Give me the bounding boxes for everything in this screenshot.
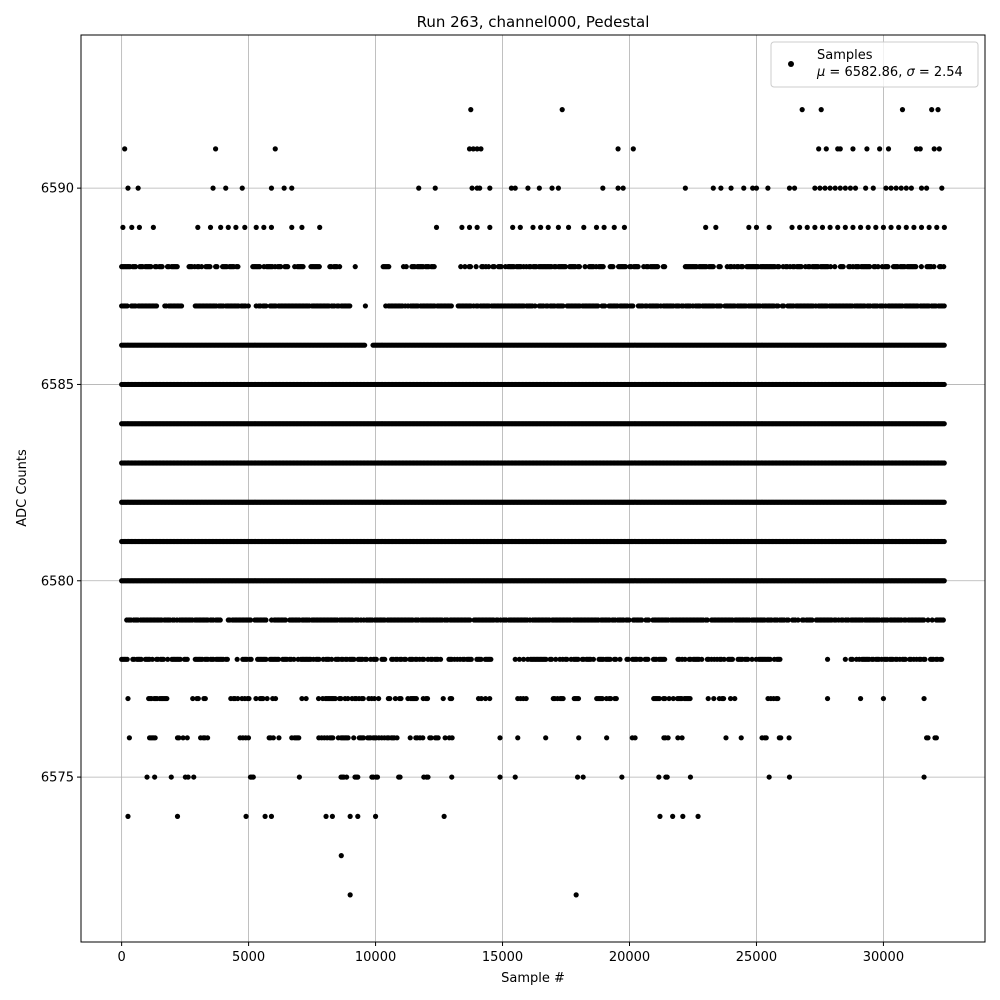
sample-point [941, 460, 947, 466]
sample-point [832, 264, 838, 270]
sample-point [630, 303, 636, 309]
sample-point [941, 421, 947, 427]
sample-point [941, 381, 947, 388]
sample-point [941, 578, 947, 584]
sample-point [153, 303, 160, 309]
sample-point [602, 303, 608, 309]
sample-point [635, 264, 641, 270]
sample-point [798, 264, 804, 270]
sample-point [124, 303, 130, 309]
sample-point [174, 264, 180, 270]
sample-point [576, 264, 583, 270]
sample-point [448, 303, 454, 309]
sample-point [622, 264, 629, 270]
sample-point [913, 264, 919, 270]
sample-point [462, 264, 468, 270]
sample-point [717, 264, 723, 270]
data-points [119, 107, 947, 898]
sample-point [178, 303, 185, 309]
sample-point [610, 264, 616, 270]
sample-point [300, 264, 306, 270]
sample-point [840, 264, 846, 270]
sample-point [245, 303, 251, 309]
sample-point [560, 303, 566, 309]
sample-point [207, 264, 213, 270]
sample-point [362, 303, 369, 309]
sample-point [257, 264, 263, 270]
sample-point [941, 303, 947, 309]
sample-point [467, 264, 474, 270]
sample-point [316, 264, 322, 270]
sample-point [775, 303, 781, 309]
sample-point [710, 264, 716, 270]
sample-point [941, 342, 947, 348]
sample-point [132, 264, 139, 270]
sample-point [458, 264, 464, 270]
sample-point [595, 303, 601, 309]
sample-point [941, 264, 947, 270]
sample-point [776, 264, 782, 270]
sample-point [148, 264, 154, 270]
sample-point [214, 264, 220, 270]
sample-point [278, 264, 284, 270]
sample-point [740, 264, 746, 270]
sample-point [263, 303, 269, 309]
sample-point [431, 264, 437, 270]
sample-point [352, 264, 358, 270]
sample-point [600, 264, 606, 270]
sample-point [941, 538, 947, 545]
sample-point [885, 264, 891, 270]
sample-point [386, 264, 392, 270]
sample-point [931, 264, 937, 270]
sample-point [337, 264, 343, 270]
sample-point [718, 303, 724, 309]
sample-point [473, 264, 479, 270]
sample-point [217, 617, 223, 623]
sample-point [491, 264, 497, 270]
sample-point [199, 264, 205, 270]
sample-point [486, 264, 492, 270]
sample-point [532, 303, 538, 309]
sample-point [781, 303, 787, 309]
sample-point [403, 264, 409, 270]
sample-point [562, 264, 569, 270]
sample-point [235, 264, 241, 270]
sample-point [662, 264, 668, 270]
sample-point [828, 264, 834, 270]
sample-point [347, 303, 353, 309]
sample-point [655, 264, 661, 270]
sample-point [362, 342, 368, 348]
sample-point [875, 264, 881, 270]
sample-point [285, 264, 291, 270]
sample-point [867, 264, 873, 270]
sample-point [918, 264, 924, 270]
sample-point [498, 264, 504, 270]
sample-point [159, 264, 165, 270]
sample-point [941, 499, 947, 505]
sample-point [582, 264, 588, 270]
